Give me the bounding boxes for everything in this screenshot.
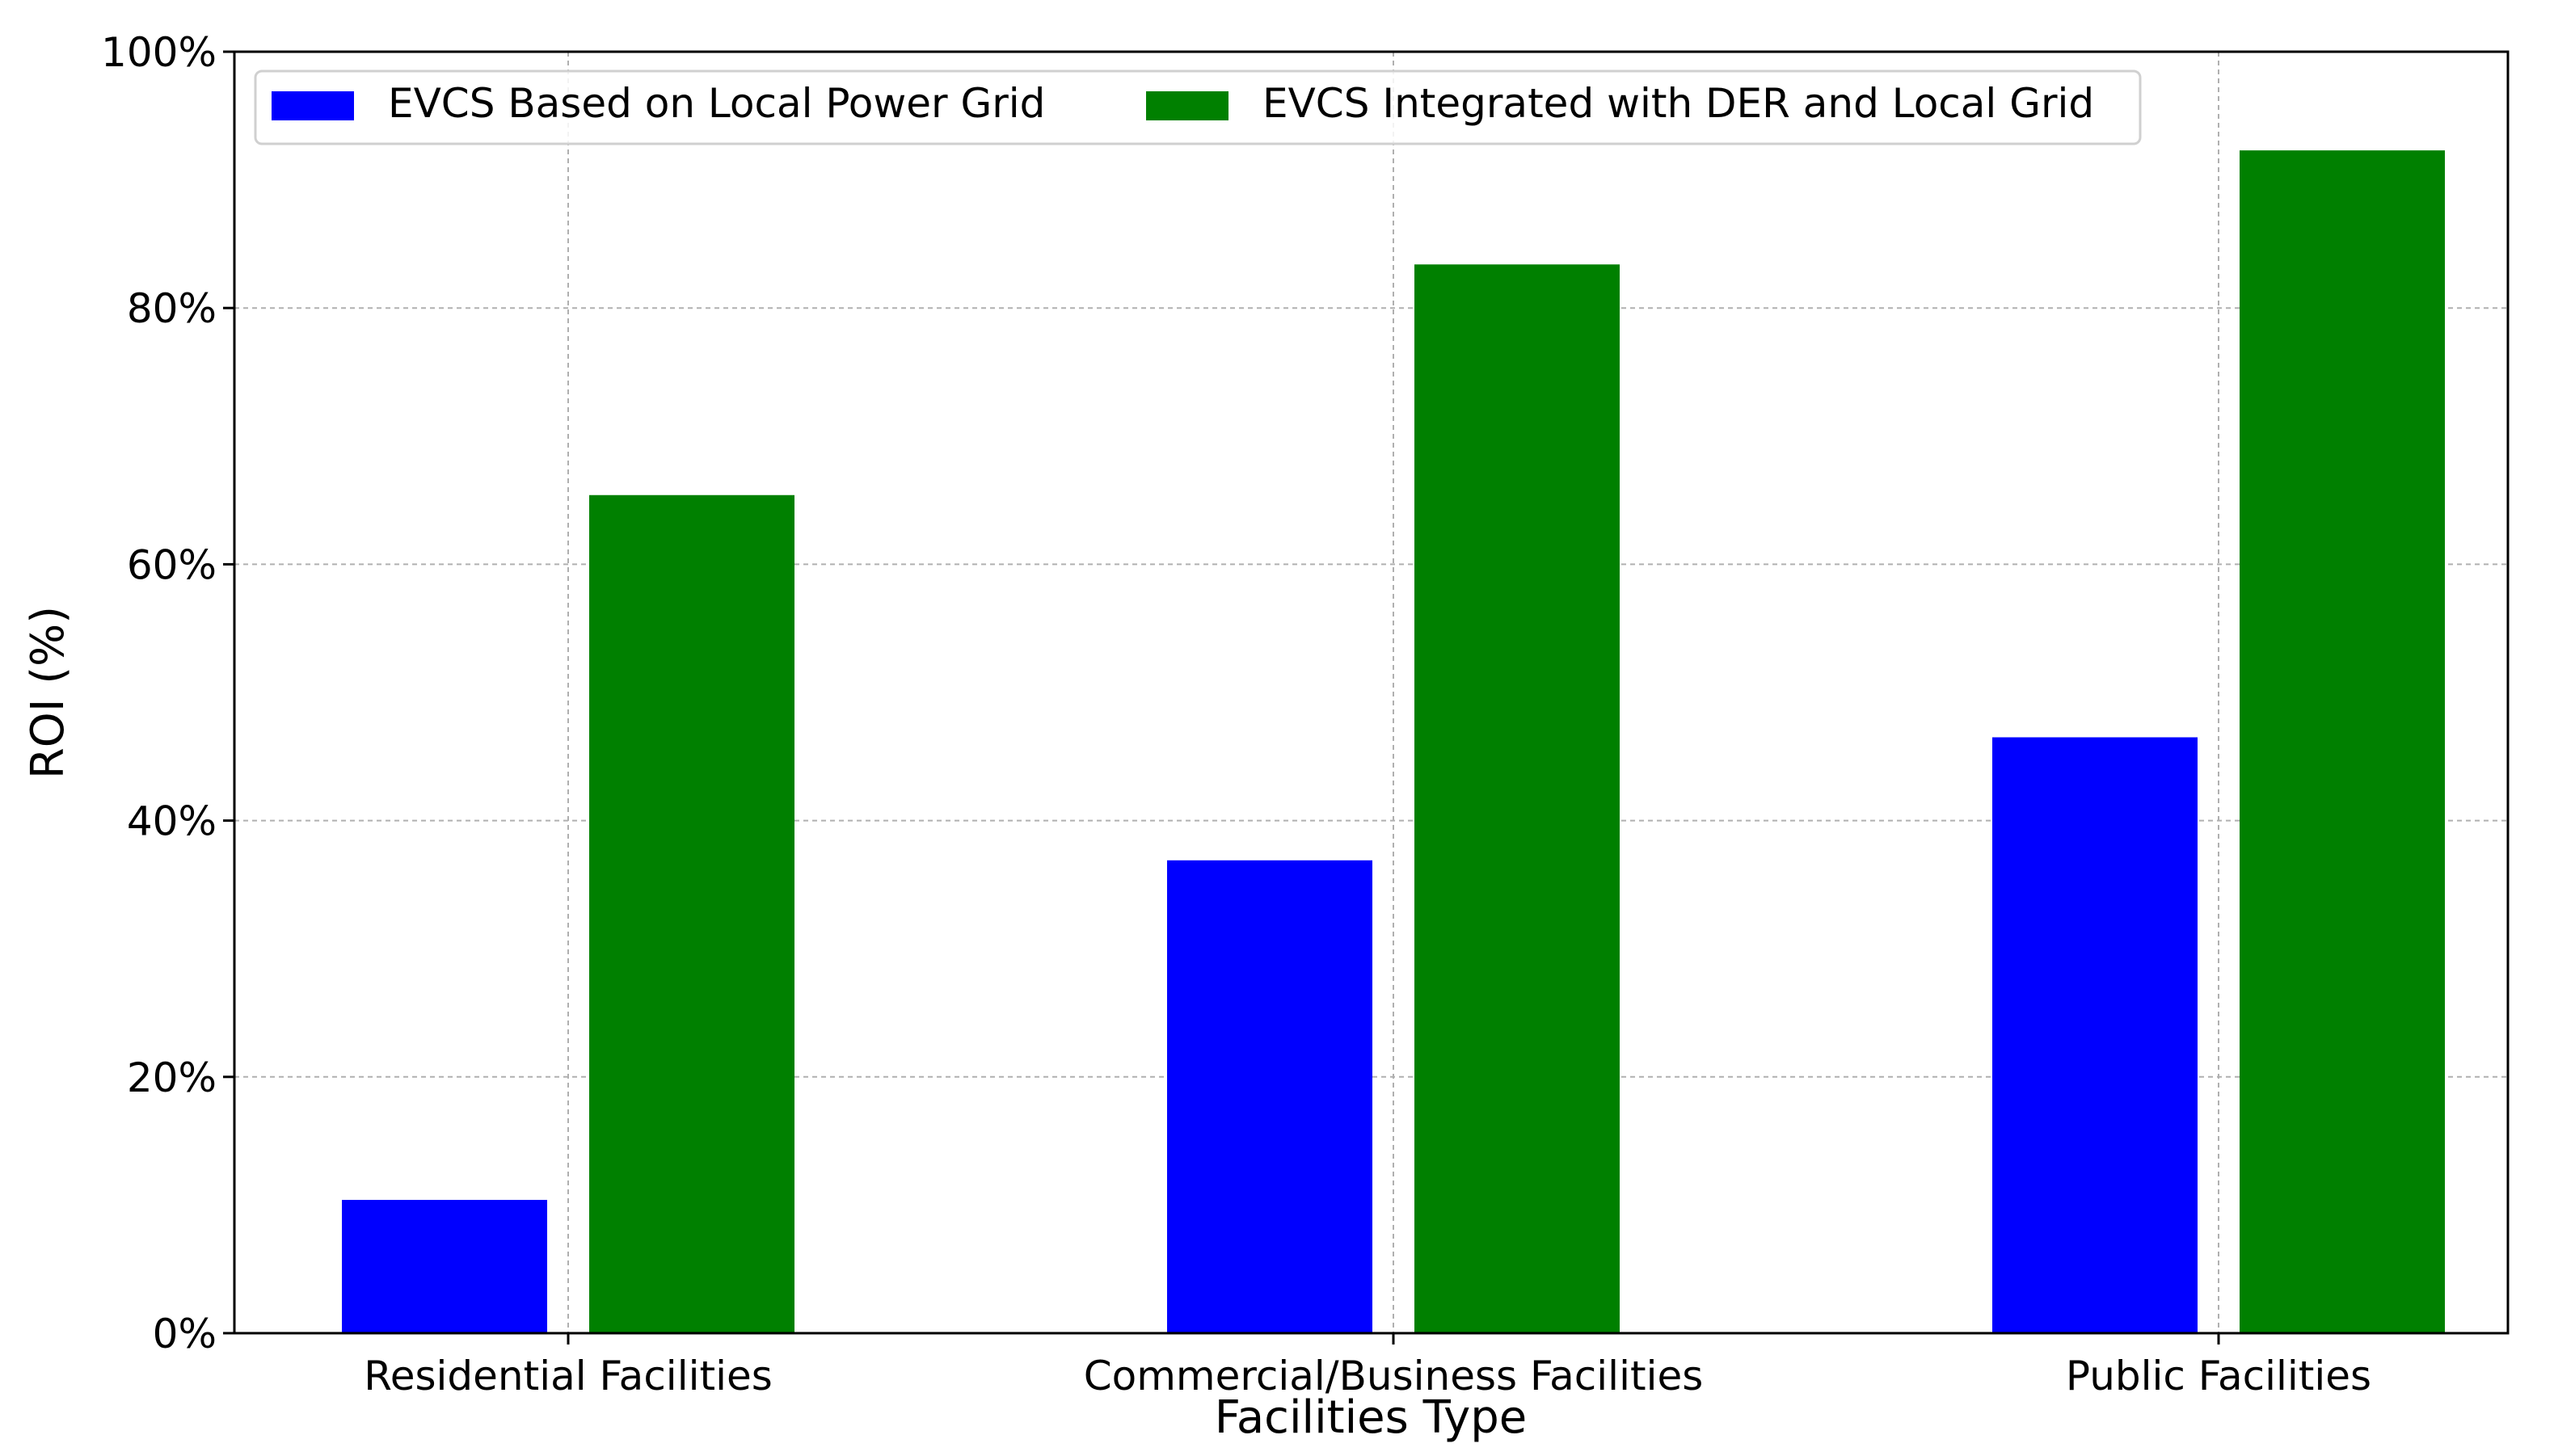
legend: EVCS Based on Local Power Grid EVCS Inte… — [254, 69, 2142, 145]
y-tick-label: 80% — [127, 285, 217, 332]
bars — [342, 150, 2445, 1334]
bar-local-grid-0 — [342, 1200, 547, 1333]
plot-frame — [233, 50, 2510, 1335]
x-tick-label: Public Facilities — [2066, 1353, 2371, 1399]
bar-local-grid-1 — [1167, 860, 1372, 1333]
bar-der-grid-2 — [2240, 150, 2445, 1334]
legend-label-der-grid: EVCS Integrated with DER and Local Grid — [1262, 80, 2094, 127]
legend-swatch-local-grid — [272, 91, 354, 120]
x-tick-label: Commercial/Business Facilities — [1084, 1353, 1704, 1399]
axis-ticks: 0% 20% 40% 60% 80% 100% Residential Facilities… — [101, 29, 2371, 1399]
y-axis-title: ROI (%) — [22, 606, 74, 779]
y-tick-label: 40% — [127, 798, 217, 845]
bar-der-grid-1 — [1414, 264, 1620, 1333]
x-axis-title: Facilities Type — [1215, 1391, 1527, 1444]
x-tick-label: Residential Facilities — [364, 1353, 773, 1399]
bar-local-grid-2 — [1992, 737, 2198, 1333]
legend-label-local-grid: EVCS Based on Local Power Grid — [388, 80, 1045, 127]
y-tick-label: 0% — [153, 1311, 217, 1357]
y-tick-label: 100% — [101, 29, 217, 76]
y-tick-label: 20% — [127, 1054, 217, 1101]
bar-der-grid-0 — [589, 494, 794, 1333]
y-tick-label: 60% — [127, 541, 217, 588]
legend-swatch-der-grid — [1146, 91, 1228, 120]
